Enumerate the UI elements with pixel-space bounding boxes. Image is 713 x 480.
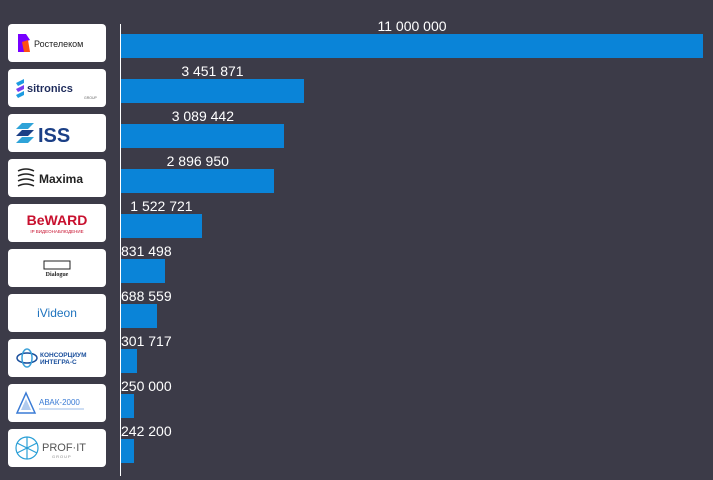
bar-0 [121, 34, 703, 58]
avak-mark-icon [15, 391, 37, 414]
y-axis-line [120, 24, 121, 476]
bar-5 [121, 259, 165, 283]
value-label-0: 11 000 000 [377, 18, 447, 34]
rostelecom-logo: Ростелеком [8, 24, 106, 62]
sitronics-logo-text: sitronics [27, 83, 73, 95]
value-label-2: 3 089 442 [171, 108, 235, 124]
value-label-6: 688 559 [121, 288, 172, 304]
integra-logo: КОНСОРЦИУМ ИНТЕГРА-С [8, 339, 106, 377]
dialogue-logo-text: Dialogue [46, 272, 69, 278]
value-label-5: 831 498 [121, 243, 172, 259]
sitronics-mark-icon [16, 79, 24, 98]
bar-4 [121, 214, 202, 238]
bar-6 [121, 304, 158, 328]
svg-text:ИНТЕГРА-С: ИНТЕГРА-С [40, 359, 77, 366]
profit-logo: PROF·IT GROUP [8, 429, 106, 467]
integra-mark-icon [16, 348, 38, 368]
dialogue-mark-icon [43, 260, 71, 270]
iss-logo: ISS [8, 114, 106, 152]
value-label-8: 250 000 [121, 378, 172, 394]
bar-9 [121, 439, 134, 463]
value-label-3: 2 896 950 [166, 153, 229, 169]
profit-logo-text: PROF·IT [42, 442, 86, 454]
bar-1 [121, 79, 304, 103]
sitronics-logo: sitronics GROUP [8, 69, 106, 107]
rostelecom-logo-text: Ростелеком [34, 39, 83, 49]
bar-7 [121, 349, 137, 373]
avak-logo: АВАК-2000 [8, 384, 106, 422]
maxima-logo-text: Maxima [39, 172, 83, 186]
iss-mark-icon [16, 123, 34, 143]
beward-logo-text: BeWARD [27, 212, 88, 228]
value-label-1: 3 451 871 [181, 63, 244, 79]
svg-text:IP ВИДЕОНАБЛЮДЕНИЕ: IP ВИДЕОНАБЛЮДЕНИЕ [30, 229, 83, 234]
value-label-9: 242 200 [121, 423, 172, 439]
svg-text:GROUP: GROUP [52, 454, 72, 459]
ivideon-logo: iVideon [8, 294, 106, 332]
profit-mark-icon [15, 436, 39, 460]
bar-8 [121, 394, 135, 418]
maxima-logo: Maxima [8, 159, 106, 197]
bar-3 [121, 169, 275, 193]
svg-text:GROUP: GROUP [84, 96, 98, 100]
bar-2 [121, 124, 285, 148]
value-label-4: 1 522 721 [130, 198, 193, 214]
iss-logo-text: ISS [38, 125, 70, 147]
integra-logo-text: КОНСОРЦИУМ [40, 352, 87, 359]
dialogue-logo: Dialogue [8, 249, 106, 287]
value-label-7: 301 717 [121, 333, 172, 349]
ivideon-logo-text: iVideon [37, 306, 77, 320]
maxima-mark-icon [17, 168, 35, 187]
avak-logo-text: АВАК-2000 [39, 398, 80, 407]
beward-logo: BeWARD IP ВИДЕОНАБЛЮДЕНИЕ [8, 204, 106, 242]
